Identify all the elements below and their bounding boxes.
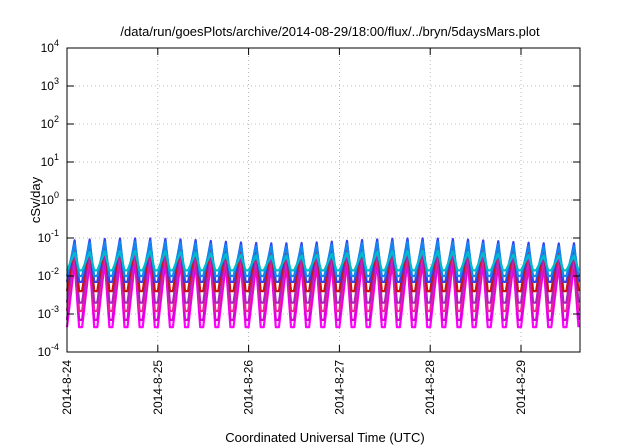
series-group <box>65 237 580 329</box>
x-axis-label: Coordinated Universal Time (UTC) <box>225 430 424 445</box>
y-tick-label: 10-4 <box>38 342 59 359</box>
axis-ticks: 10-4 10-3 10-2 10-1 100 101 102 103 104 2014-8-24… <box>38 38 580 415</box>
x-tick-label: 2014-8-24 <box>60 360 74 415</box>
x-tick-label: 2014-8-29 <box>514 360 528 415</box>
y-tick-label: 10-1 <box>38 228 59 245</box>
y-tick-label: 100 <box>41 190 59 207</box>
y-axis-label: cSv/day <box>28 176 43 223</box>
series-line <box>65 249 580 272</box>
x-tick-label: 2014-8-25 <box>151 360 165 415</box>
x-tick-label: 2014-8-27 <box>332 360 346 415</box>
y-tick-label: 10-3 <box>38 304 59 321</box>
x-tick-label: 2014-8-28 <box>423 360 437 415</box>
y-tick-label: 102 <box>41 114 59 131</box>
x-tick-label: 2014-8-26 <box>242 360 256 415</box>
chart-title: /data/run/goesPlots/archive/2014-08-29/1… <box>120 24 540 39</box>
series-line <box>65 246 580 304</box>
y-tick-label: 101 <box>41 152 59 169</box>
y-tick-label: 103 <box>41 76 59 93</box>
y-tick-label: 104 <box>41 38 59 55</box>
y-tick-label: 10-2 <box>38 266 59 283</box>
